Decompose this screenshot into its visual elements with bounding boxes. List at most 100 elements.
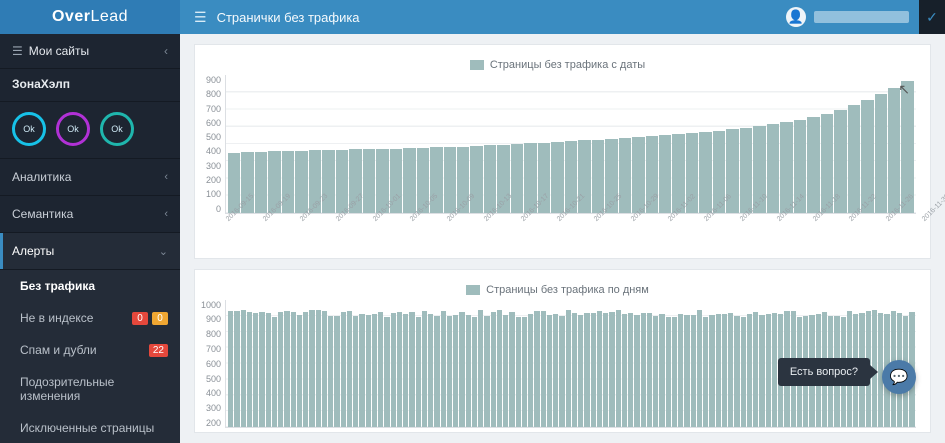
bar-data-point[interactable]	[447, 316, 452, 427]
bar-data-point[interactable]	[234, 311, 239, 427]
bar-data-point[interactable]	[522, 317, 527, 427]
bar-data-point[interactable]	[341, 312, 346, 427]
bar-data-point[interactable]	[616, 310, 621, 427]
bar-data-point[interactable]	[780, 122, 792, 212]
bar-data-point[interactable]	[767, 124, 779, 212]
bar-data-point[interactable]	[753, 312, 758, 427]
status-circle-teal[interactable]: Ok	[100, 112, 134, 146]
hamburger-menu-icon[interactable]: ☰	[194, 9, 207, 26]
bar-data-point[interactable]	[241, 310, 246, 427]
bar-data-point[interactable]	[703, 317, 708, 427]
bar-data-point[interactable]	[416, 317, 421, 428]
bar-data-point[interactable]	[347, 311, 352, 427]
sub-item-no-traffic[interactable]: Без трафика	[0, 270, 180, 302]
bar-data-point[interactable]	[716, 314, 721, 427]
bar-data-point[interactable]	[434, 316, 439, 427]
bar-data-point[interactable]	[422, 311, 427, 428]
sub-item-not-indexed[interactable]: Не в индексе 0 0	[0, 302, 180, 334]
bar-data-point[interactable]	[534, 311, 539, 427]
bar-data-point[interactable]	[578, 315, 583, 427]
bar-data-point[interactable]	[466, 315, 471, 427]
bar-data-point[interactable]	[322, 311, 327, 427]
bar-data-point[interactable]	[259, 312, 264, 427]
bar-data-point[interactable]	[699, 132, 711, 213]
bar-data-point[interactable]	[672, 317, 677, 427]
bar-data-point[interactable]	[284, 311, 289, 427]
bar-data-point[interactable]	[247, 312, 252, 427]
bar-data-point[interactable]	[807, 117, 819, 213]
bar-data-point[interactable]	[516, 317, 521, 427]
my-sites-toggle[interactable]: ☰ Мои сайты ‹	[0, 34, 180, 69]
bar-data-point[interactable]	[478, 310, 483, 427]
bar-data-point[interactable]	[759, 315, 764, 427]
sub-item-excluded-pages[interactable]: Исключенные страницы	[0, 412, 180, 443]
bar-data-point[interactable]	[678, 314, 683, 427]
bar-data-point[interactable]	[228, 311, 233, 427]
bar-data-point[interactable]	[592, 140, 604, 213]
bar-data-point[interactable]	[566, 310, 571, 427]
sub-item-suspicious-changes[interactable]: Подозрительные изменения	[0, 366, 180, 412]
bar-data-point[interactable]	[541, 311, 546, 427]
bar-data-point[interactable]	[634, 315, 639, 427]
bar-data-point[interactable]	[503, 315, 508, 427]
bar-data-point[interactable]	[666, 317, 671, 427]
bar-data-point[interactable]	[632, 137, 644, 213]
bar-data-point[interactable]	[484, 316, 489, 427]
bar-data-point[interactable]	[641, 313, 646, 427]
bar-data-point[interactable]	[459, 312, 464, 427]
bar-data-point[interactable]	[653, 316, 658, 427]
status-circle-cyan[interactable]: Ok	[12, 112, 46, 146]
bar-data-point[interactable]	[372, 314, 377, 427]
bar-data-point[interactable]	[336, 150, 348, 213]
bar-data-point[interactable]	[484, 145, 496, 212]
nav-item-semantics[interactable]: Семантика ‹	[0, 196, 180, 233]
badge-not-indexed-orange[interactable]: 0	[152, 312, 168, 325]
bar-data-point[interactable]	[659, 135, 671, 213]
bar-data-point[interactable]	[848, 105, 860, 213]
bar-data-point[interactable]	[901, 81, 913, 212]
bar-data-point[interactable]	[409, 312, 414, 427]
bar-data-point[interactable]	[622, 314, 627, 427]
bar-data-point[interactable]	[403, 148, 415, 212]
chevron-alerts-icon[interactable]: ⌄	[159, 245, 168, 258]
bar-data-point[interactable]	[397, 312, 402, 427]
bar-data-point[interactable]	[278, 312, 283, 427]
bar-data-point[interactable]	[747, 314, 752, 427]
bar-data-point[interactable]	[722, 314, 727, 427]
badge-not-indexed-red[interactable]: 0	[132, 312, 148, 325]
bar-data-point[interactable]	[403, 314, 408, 427]
bar-data-point[interactable]	[728, 313, 733, 427]
bar-data-point[interactable]	[253, 313, 258, 427]
bar-data-point[interactable]	[470, 146, 482, 213]
bar-data-point[interactable]	[472, 317, 477, 427]
plot-area-cumulative[interactable]: ↖	[225, 75, 916, 214]
bar-data-point[interactable]	[453, 315, 458, 427]
bar-data-point[interactable]	[391, 313, 396, 427]
badge-spam-duplicates-red[interactable]: 22	[149, 344, 168, 357]
bar-data-point[interactable]	[428, 314, 433, 427]
bar-data-point[interactable]	[875, 94, 887, 213]
bar-data-point[interactable]	[491, 312, 496, 427]
status-circle-magenta[interactable]: Ok	[56, 112, 90, 146]
nav-item-alerts[interactable]: Алерты ⌄	[0, 233, 180, 270]
bar-data-point[interactable]	[691, 315, 696, 427]
bar-data-point[interactable]	[303, 312, 308, 427]
bar-data-point[interactable]	[888, 88, 900, 213]
bar-data-point[interactable]	[295, 151, 307, 213]
bar-data-point[interactable]	[547, 315, 552, 427]
bar-data-point[interactable]	[766, 314, 771, 427]
bar-data-point[interactable]	[297, 315, 302, 427]
user-avatar-icon[interactable]: 👤	[786, 7, 806, 27]
bar-data-point[interactable]	[697, 310, 702, 427]
chevron-semantics-icon[interactable]: ‹	[164, 208, 168, 220]
bar-data-point[interactable]	[266, 313, 271, 427]
bar-data-point[interactable]	[619, 138, 631, 213]
bar-data-point[interactable]	[444, 147, 456, 213]
bar-data-point[interactable]	[709, 315, 714, 427]
bar-data-point[interactable]	[772, 313, 777, 427]
bar-data-point[interactable]	[551, 142, 563, 213]
bar-data-point[interactable]	[647, 313, 652, 427]
bar-data-point[interactable]	[272, 317, 277, 427]
bar-data-point[interactable]	[597, 311, 602, 427]
bar-data-point[interactable]	[572, 313, 577, 427]
